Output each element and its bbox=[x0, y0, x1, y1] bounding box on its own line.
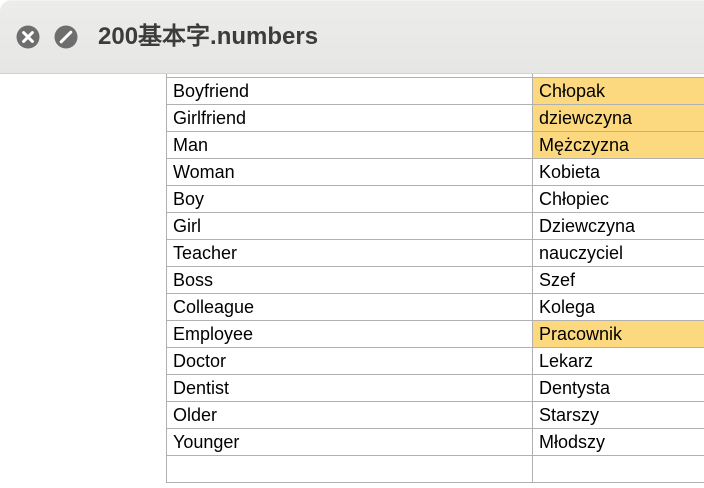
cell-polish[interactable]: dziewczyna bbox=[532, 104, 704, 132]
document-canvas: Best friendBoyfriendChłopakGirlfrienddzi… bbox=[12, 74, 704, 488]
prohibited-icon[interactable] bbox=[52, 23, 80, 51]
cell-polish[interactable]: Kobieta bbox=[532, 158, 704, 186]
table-row[interactable]: Boss Szef bbox=[166, 266, 704, 294]
window-titlebar: 200基本字.numbers bbox=[0, 0, 704, 74]
vocabulary-table[interactable]: Best friendBoyfriendChłopakGirlfrienddzi… bbox=[166, 74, 704, 483]
table-row[interactable]: Teacher nauczyciel bbox=[166, 239, 704, 267]
cell-polish[interactable]: Chłopak bbox=[532, 77, 704, 105]
cell-polish[interactable]: Starszy bbox=[532, 401, 704, 429]
cell-english[interactable] bbox=[166, 455, 533, 483]
cell-polish[interactable]: Chłopiec bbox=[532, 185, 704, 213]
table-row[interactable]: Younger Młodszy bbox=[166, 428, 704, 456]
table-row[interactable] bbox=[166, 455, 704, 483]
cell-polish[interactable]: nauczyciel bbox=[532, 239, 704, 267]
close-icon[interactable] bbox=[14, 23, 42, 51]
cell-english[interactable]: Younger bbox=[166, 428, 533, 456]
cell-english[interactable]: Older bbox=[166, 401, 533, 429]
table-row[interactable]: Colleague Kolega bbox=[166, 293, 704, 321]
cell-english[interactable]: Man bbox=[166, 131, 533, 159]
cell-english[interactable]: Girl bbox=[166, 212, 533, 240]
cell-english[interactable]: Doctor bbox=[166, 347, 533, 375]
table-row[interactable]: Older Starszy bbox=[166, 401, 704, 429]
cell-polish[interactable]: Szef bbox=[532, 266, 704, 294]
cell-polish[interactable]: Kolega bbox=[532, 293, 704, 321]
cell-english[interactable]: Colleague bbox=[166, 293, 533, 321]
table-row[interactable]: Girl Dziewczyna bbox=[166, 212, 704, 240]
document-title: 200基本字.numbers bbox=[98, 23, 319, 50]
cell-polish[interactable]: Dentysta bbox=[532, 374, 704, 402]
table-row[interactable]: Doctor Lekarz bbox=[166, 347, 704, 375]
table-row[interactable]: Employee Pracownik bbox=[166, 320, 704, 348]
table-row[interactable]: Man Mężczyzna bbox=[166, 131, 704, 159]
cell-polish[interactable]: Pracownik bbox=[532, 320, 704, 348]
table-row[interactable]: Boy Chłopiec bbox=[166, 185, 704, 213]
cell-english[interactable]: Woman bbox=[166, 158, 533, 186]
table-row[interactable]: Boyfriend Chłopak bbox=[166, 77, 704, 105]
cell-polish[interactable]: Dziewczyna bbox=[532, 212, 704, 240]
cell-english[interactable]: Employee bbox=[166, 320, 533, 348]
cell-english[interactable]: Boy bbox=[166, 185, 533, 213]
cell-polish[interactable]: Młodszy bbox=[532, 428, 704, 456]
cell-english[interactable]: Boyfriend bbox=[166, 77, 533, 105]
cell-english[interactable]: Boss bbox=[166, 266, 533, 294]
cell-polish[interactable] bbox=[532, 455, 704, 483]
table-row[interactable]: Girlfriend dziewczyna bbox=[166, 104, 704, 132]
cell-english[interactable]: Dentist bbox=[166, 374, 533, 402]
cell-english[interactable]: Teacher bbox=[166, 239, 533, 267]
cell-polish[interactable]: Mężczyzna bbox=[532, 131, 704, 159]
table-row[interactable]: Dentist Dentysta bbox=[166, 374, 704, 402]
cell-english[interactable]: Girlfriend bbox=[166, 104, 533, 132]
table-row[interactable]: Woman Kobieta bbox=[166, 158, 704, 186]
spreadsheet-table-container[interactable]: Best friendBoyfriendChłopakGirlfrienddzi… bbox=[166, 74, 704, 488]
cell-polish[interactable]: Lekarz bbox=[532, 347, 704, 375]
